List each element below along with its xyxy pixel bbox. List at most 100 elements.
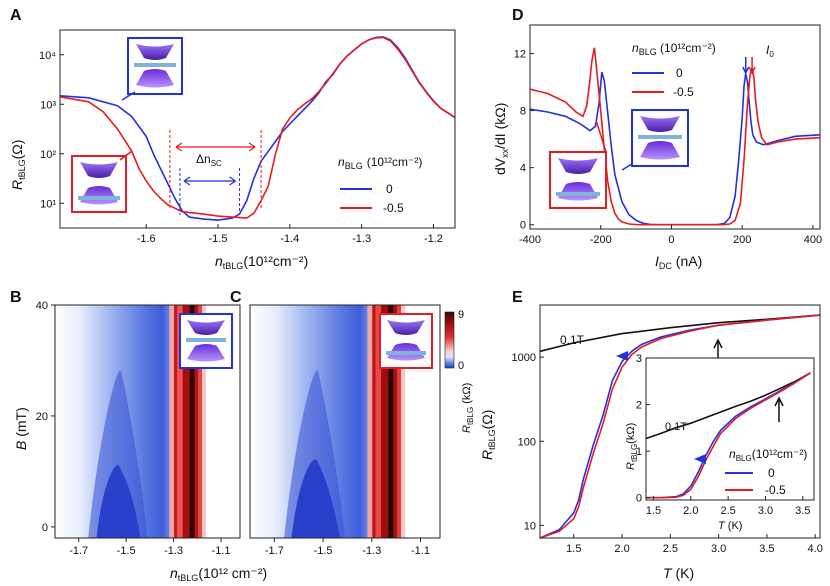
panel-b-stripe-3: [182, 305, 191, 538]
panel-e-series-2: [539, 314, 821, 539]
panel-d-inset-red-arrow: [595, 119, 607, 153]
panel-b-stripe-1: [174, 305, 178, 538]
panel-e-inset-legend-title: nBLG(10¹²cm⁻²): [729, 447, 807, 463]
panel-a-ytick-0: 10¹: [40, 198, 56, 210]
panel-label-c: C: [230, 289, 242, 306]
panel-e-inset-arrow: [774, 396, 784, 422]
panel-b-ytick-0: 0: [42, 522, 48, 534]
panel-d-ytick-2: 8: [520, 106, 526, 118]
panel-a-xtick-2: -1.4: [280, 233, 299, 245]
panel-c-stripe-6: [396, 305, 402, 538]
panel-a-ytick-3: 10⁴: [39, 50, 56, 62]
panel-c-stripe-7: [401, 305, 406, 538]
panel-e-inset-xlabel: T (K): [718, 520, 742, 532]
panel-a-legend-label-1: -0.5: [383, 201, 404, 215]
panel-label-a: A: [10, 7, 22, 24]
panel-d-inset-blue: [631, 109, 689, 167]
colorbar-tick-bottom: 0: [458, 360, 464, 372]
panel-a-ytick-1: 10²: [40, 149, 56, 161]
panel-b-stripe-4: [189, 305, 195, 538]
panel-e-inset-ytick-0: 0: [636, 493, 642, 505]
panel-e-ytick-0: 10: [524, 520, 536, 532]
panel-d-ytick-1: 4: [520, 163, 526, 175]
panel-b-xtick-1: -1.5: [117, 545, 136, 557]
panel-e-blue-marker: [616, 351, 628, 361]
panel-c-xtick-2: -1.3: [362, 545, 381, 557]
panel-c-xtick-1: -1.5: [314, 545, 333, 557]
panel-d-frame: [529, 24, 821, 230]
panel-a-inset-bottom-arrow: [119, 150, 133, 161]
panel-a-inset-top: [127, 37, 183, 95]
panel-e-xtick-1: 2.0: [614, 543, 629, 555]
panel-b-ytick-1: 20: [36, 411, 48, 423]
panel-e-inset-series-0: [645, 372, 811, 440]
panel-c-frame: [249, 304, 441, 539]
panel-c-stripe-4: [388, 305, 394, 538]
panel-d-xtick-0: -400: [519, 234, 541, 246]
panel-d-i0-label: I0: [766, 43, 774, 59]
panel-label-e: E: [512, 289, 523, 306]
panel-a-blue-span-arrow: [183, 176, 236, 186]
panel-b-frame: [54, 304, 241, 539]
panel-d-xlabel: IDC (nA): [655, 253, 702, 271]
panel-a-series-0: [59, 36, 456, 221]
panel-e-inset-0p1t-label: 0.1T: [665, 421, 687, 433]
panel-e-inset-ytick-3: 3: [636, 353, 642, 365]
panel-c-inset: [379, 313, 433, 369]
panel-e-xtick-2: 2.5: [663, 543, 678, 555]
panel-e-ytick-1: 100: [518, 436, 536, 448]
panel-e-inset-ylabel: RtBLG(kΩ): [625, 423, 639, 470]
panel-d-ylabel: dVxx/dI (kΩ): [492, 103, 510, 175]
panel-e-inset-series-2: [646, 372, 811, 499]
panel-c-stripe-2: [375, 305, 382, 538]
panel-d-blue-peak-arrow: [742, 57, 750, 75]
panel-d-legend-label-1: -0.5: [673, 85, 694, 99]
panel-e-inset-blue-marker: [694, 454, 706, 464]
panel-a-ylabel: RtBLG(Ω): [9, 140, 27, 190]
panel-b-ylabel: B (mT): [13, 407, 29, 450]
panel-a-frame: [59, 29, 456, 229]
panel-e-0p1t-label: 0.1T: [560, 333, 585, 347]
colorbar-tick-top: 9: [458, 309, 464, 321]
panel-a-series-1: [59, 36, 456, 219]
panel-c-stripe-0: [367, 305, 373, 538]
panel-e-inset-xtick-0: 1.5: [646, 505, 661, 517]
panel-e-ytick-2: 1000: [512, 352, 536, 364]
panel-b-inset: [179, 313, 233, 369]
panel-c-stripe-5: [393, 305, 398, 538]
panel-d-series-1: [529, 47, 821, 226]
panel-e-xtick-4: 3.5: [759, 543, 774, 555]
panel-b-stripe-5: [194, 305, 199, 538]
panel-d-legend: nBLG (10¹²cm⁻²) 0 -0.5: [632, 41, 716, 99]
panel-e-inset-ytick-1: 1: [636, 446, 642, 458]
panel-c-sc-halo: [284, 370, 345, 538]
colorbar: [444, 311, 455, 369]
panel-e-inset-xtick-4: 3.5: [795, 505, 810, 517]
panel-b-sc-halo: [88, 370, 148, 538]
panel-e-ylabel: RtBLG(Ω): [479, 410, 497, 460]
panel-a-xlabel: ntBLG(10¹²cm⁻²): [215, 253, 308, 271]
panel-a-legend: nBLG (10¹²cm⁻²) 0 -0.5: [338, 155, 422, 215]
panel-a-xtick-4: -1.2: [424, 233, 443, 245]
panel-a-red-span-arrow: [175, 142, 256, 152]
panel-a-legend-label-0: 0: [386, 182, 393, 196]
panel-label-b: B: [10, 289, 22, 306]
panel-a-xtick-3: -1.3: [352, 233, 371, 245]
panel-e-inset-legend: nBLG(10¹²cm⁻²) 0 -0.5: [725, 447, 807, 497]
panel-d-xtick-4: 400: [804, 234, 822, 246]
panel-d-ytick-0: 0: [520, 220, 526, 232]
panel-a-inset-bottom: [71, 155, 127, 213]
panel-e-xtick-0: 1.5: [566, 543, 581, 555]
panel-e-xtick-3: 3.0: [711, 543, 726, 555]
panel-b-xtick-0: -1.7: [69, 545, 88, 557]
panel-d-ytick-3: 12: [514, 49, 526, 61]
panel-e-inset-frame: [645, 357, 815, 501]
panel-e-inset-xtick-2: 2.5: [720, 505, 735, 517]
panel-d-inset-red: [549, 151, 607, 209]
panel-e-inset-xtick-1: 2.0: [683, 505, 698, 517]
panel-d-legend-label-0: 0: [676, 66, 683, 80]
panel-d-legend-title: nBLG (10¹²cm⁻²): [632, 41, 716, 57]
panel-e-frame: [539, 304, 821, 539]
panel-e-inset-legend-label-0: 0: [768, 466, 775, 480]
